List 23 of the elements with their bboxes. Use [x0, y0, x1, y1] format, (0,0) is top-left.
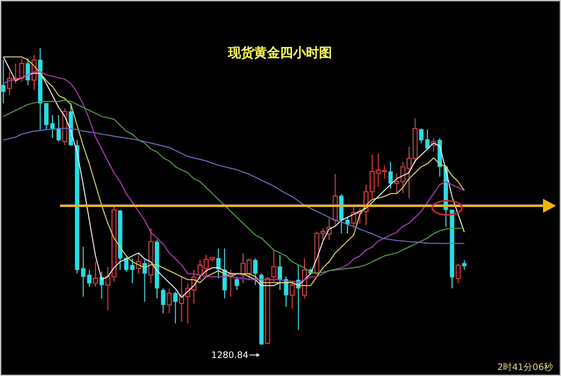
- candlestick: [26, 58, 30, 86]
- candlestick: [1, 59, 6, 104]
- candlestick: [166, 288, 172, 314]
- candlestick: [290, 281, 295, 309]
- candlestick: [253, 258, 258, 286]
- chart-title: 现货黄金四小时图: [227, 45, 332, 61]
- candlestick: [93, 261, 98, 288]
- candlestick: [216, 248, 221, 279]
- candlestick: [142, 260, 147, 302]
- candlestick: [462, 260, 466, 270]
- candlestick: [19, 58, 24, 82]
- candlestick: [271, 249, 276, 282]
- candlestick: [160, 288, 166, 314]
- candlestick: [456, 262, 461, 284]
- candlestick: [388, 161, 393, 189]
- text: 1280.84: [211, 351, 249, 361]
- candlestick: [234, 276, 240, 291]
- candlestick: [222, 248, 227, 299]
- candlestick: [136, 252, 142, 274]
- candlestick: [56, 114, 61, 142]
- candlestick: [99, 271, 104, 299]
- text: 2时41分06秒: [497, 362, 553, 373]
- candlestick: [173, 291, 178, 324]
